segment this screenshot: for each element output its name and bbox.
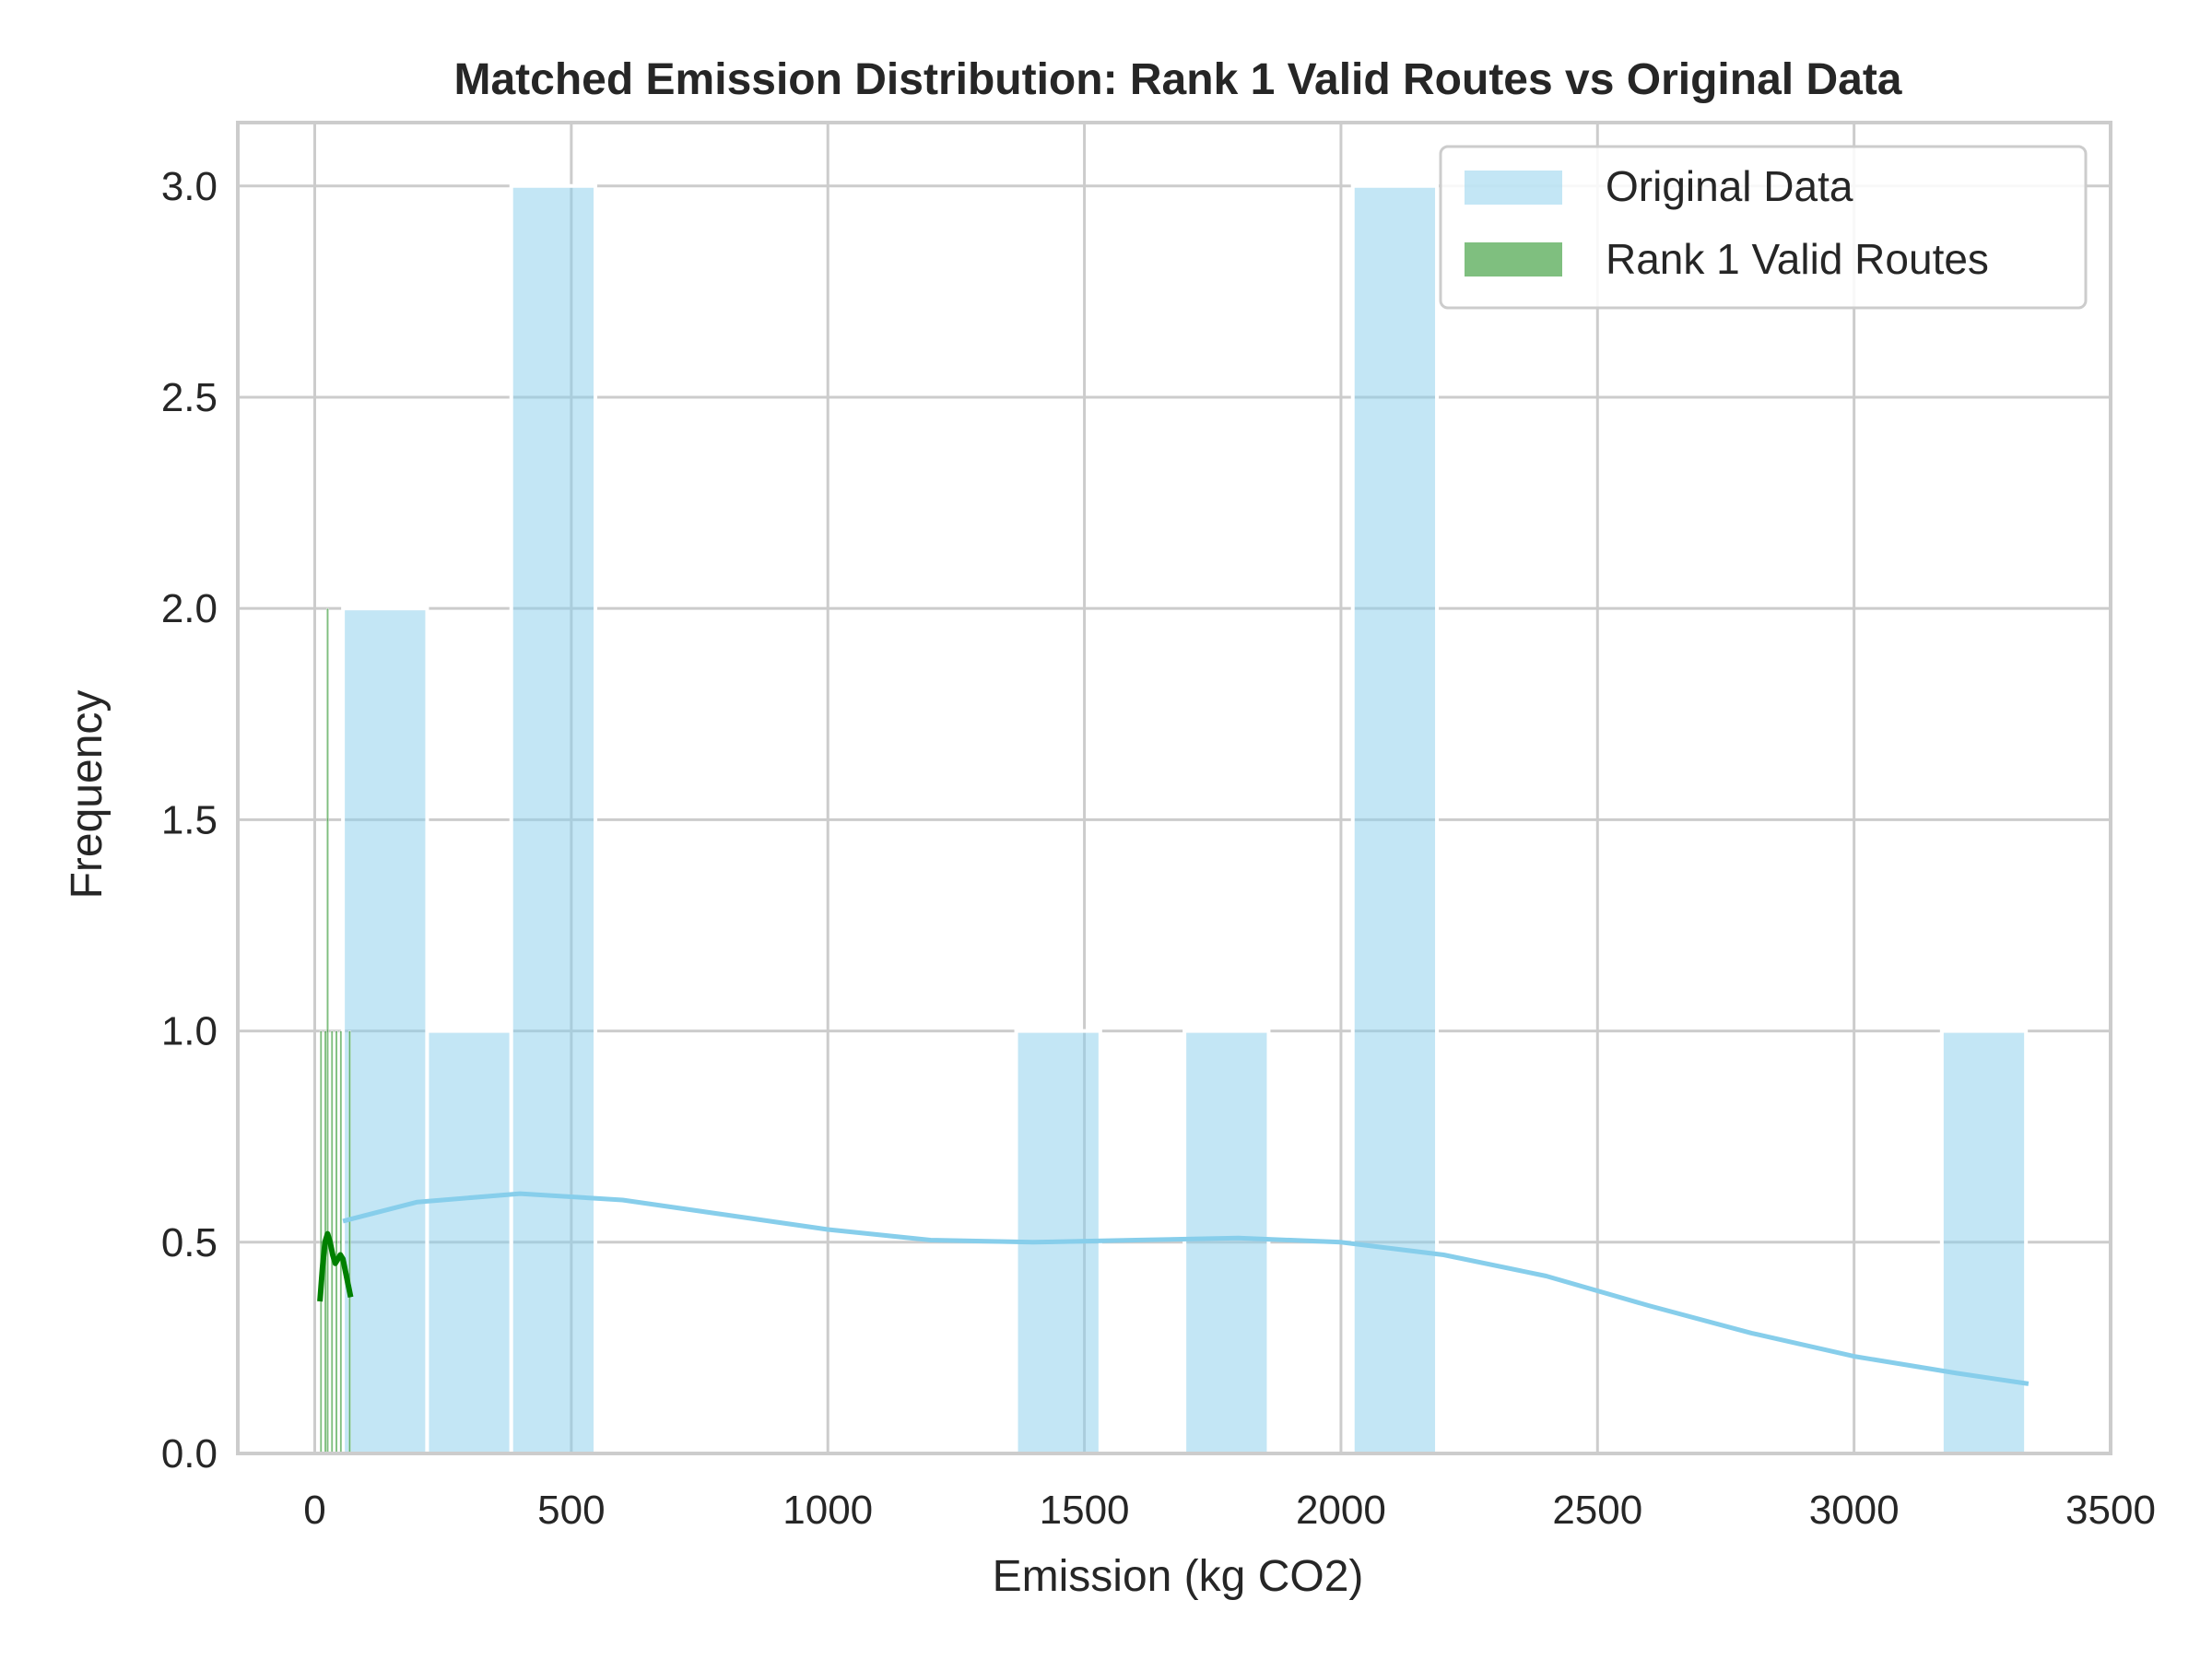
y-tick-label: 3.0	[161, 164, 218, 209]
x-axis-ticks: 0 500 1000 1500 2000 2500 3000 3500	[303, 1488, 2156, 1533]
original-data-bar	[425, 1029, 513, 1455]
original-data-bar	[509, 183, 598, 1455]
x-tick-label: 3500	[2065, 1488, 2156, 1533]
rank1-valid-routes-bar	[339, 1030, 343, 1454]
rank1-valid-routes-bar	[319, 1030, 323, 1454]
x-tick-label: 3000	[1809, 1488, 1900, 1533]
y-tick-label: 0.5	[161, 1220, 218, 1265]
rank1-valid-routes-bar	[326, 607, 329, 1454]
x-tick-label: 0	[303, 1488, 325, 1533]
legend-label-original-data: Original Data	[1606, 162, 1853, 210]
x-axis-label: Emission (kg CO2)	[993, 1552, 1364, 1601]
legend-label-rank1-valid-routes: Rank 1 Valid Routes	[1606, 235, 1989, 283]
chart-title: Matched Emission Distribution: Rank 1 Va…	[454, 55, 1902, 104]
y-tick-label: 1.5	[161, 797, 218, 842]
y-axis-ticks: 0.0 0.5 1.0 1.5 2.0 2.5 3.0	[161, 164, 218, 1477]
legend-box	[1439, 145, 2088, 310]
y-tick-label: 0.0	[161, 1431, 218, 1477]
x-tick-label: 1000	[782, 1488, 873, 1533]
x-tick-label: 2500	[1552, 1488, 1642, 1533]
rank1-valid-routes-kde-line	[317, 1230, 354, 1302]
original-data-bar	[1939, 1029, 2029, 1455]
legend: Original Data Rank 1 Valid Routes	[1439, 145, 2088, 310]
y-tick-label: 2.0	[161, 586, 218, 631]
x-tick-label: 1500	[1040, 1488, 1130, 1533]
x-tick-label: 2000	[1296, 1488, 1386, 1533]
rank1-valid-routes-bar	[335, 1030, 338, 1454]
y-axis-label: Frequency	[63, 690, 112, 900]
original-data-kde-line	[342, 1191, 2030, 1386]
legend-swatch-original-data	[1465, 171, 1562, 205]
y-tick-label: 2.5	[161, 375, 218, 420]
x-tick-label: 500	[537, 1488, 605, 1533]
original-data-bar	[341, 606, 429, 1455]
original-data-bar	[1350, 183, 1440, 1455]
plot-area	[236, 121, 2112, 1455]
y-tick-label: 1.0	[161, 1009, 218, 1054]
kde-lines	[317, 1191, 2030, 1386]
plot-frame	[236, 121, 2112, 1455]
rank1-valid-routes-bar	[347, 1030, 351, 1454]
original-data-bar	[1182, 1029, 1271, 1455]
legend-swatch-rank1-valid-routes	[1465, 242, 1562, 276]
